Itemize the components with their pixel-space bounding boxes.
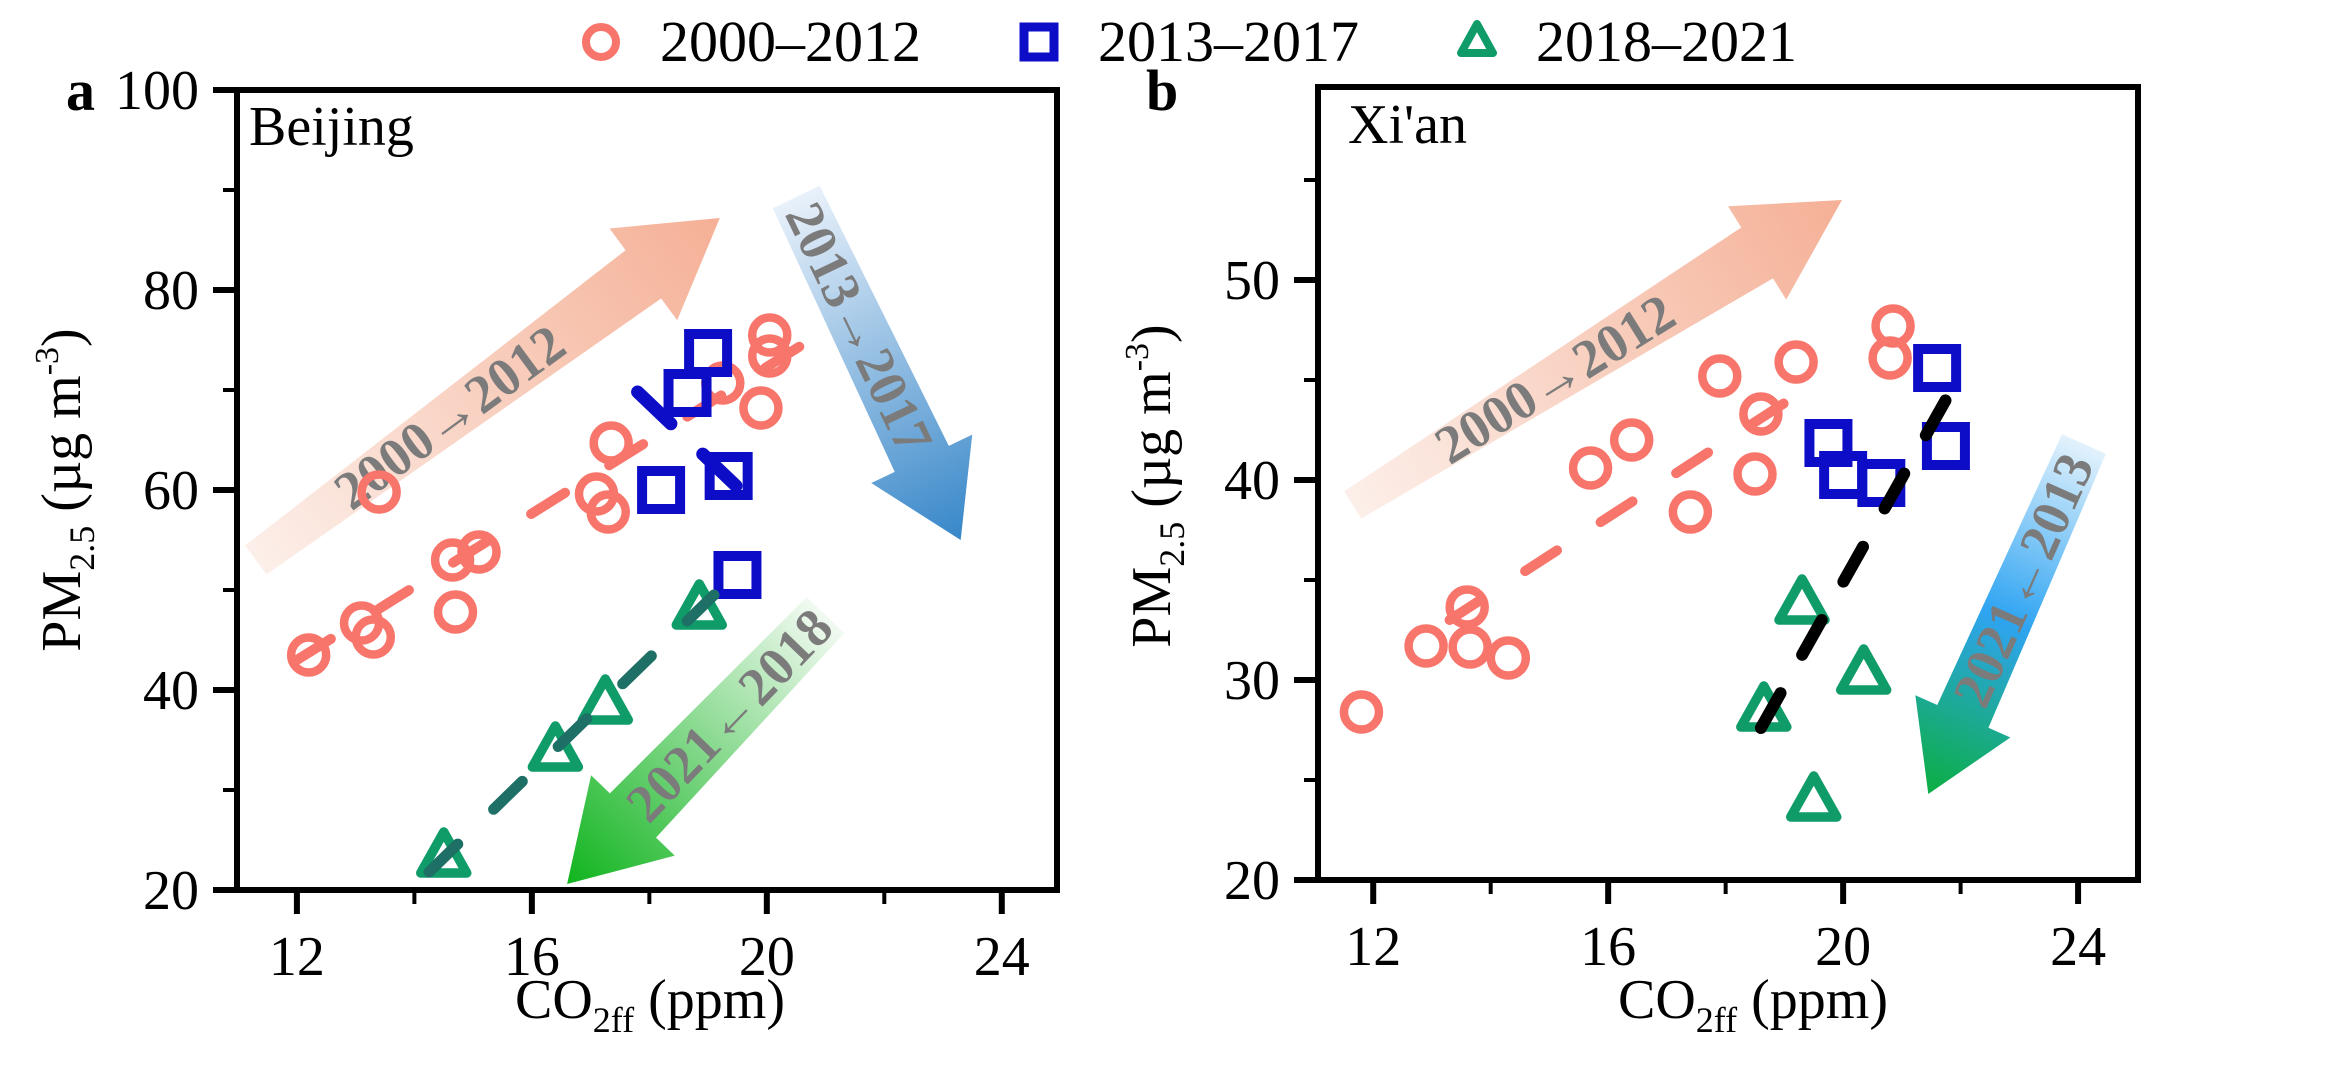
data-point-circle bbox=[1698, 354, 1742, 398]
series-triangle bbox=[1736, 574, 1892, 822]
x-tick-label: 20 bbox=[1815, 916, 1871, 978]
y-tick-label: 60 bbox=[143, 460, 199, 522]
y-tick-label: 20 bbox=[1224, 850, 1280, 912]
data-point-circle bbox=[748, 334, 792, 378]
y-tick-label: 40 bbox=[143, 660, 199, 722]
data-point-triangle bbox=[527, 721, 584, 772]
data-point-triangle bbox=[1835, 644, 1892, 695]
legend-label: 2013–2017 bbox=[1098, 9, 1359, 74]
data-point-circle bbox=[739, 386, 783, 430]
data-point-circle bbox=[1739, 392, 1783, 436]
trend-arrow-band bbox=[772, 185, 973, 541]
trend-arrow-band bbox=[1344, 200, 1842, 519]
x-tick-label: 20 bbox=[739, 926, 795, 988]
plot-box bbox=[1315, 84, 2141, 883]
arrow-period-label: 2021←2013 bbox=[1941, 445, 2106, 716]
data-point-circle bbox=[1404, 624, 1448, 668]
x-axis-label-b: CO2ff (ppm) bbox=[1618, 969, 1888, 1040]
trend-dashed-line bbox=[1444, 379, 1819, 625]
data-point-circle bbox=[1609, 418, 1654, 462]
data-point-square bbox=[704, 452, 753, 500]
data-point-square bbox=[663, 369, 712, 417]
x-tick-label: 16 bbox=[1580, 916, 1636, 978]
panel-title-xian: Xi'an bbox=[1348, 94, 1467, 156]
panel-letter-a: a bbox=[66, 58, 95, 123]
trend-arrow-band bbox=[567, 596, 845, 884]
legend-circle-icon bbox=[582, 23, 620, 61]
trend-arrow-band bbox=[1915, 434, 2106, 794]
data-point-triangle bbox=[1774, 574, 1830, 625]
data-point-circle bbox=[1868, 336, 1912, 380]
series-circle bbox=[286, 313, 792, 677]
legend-circle-marker bbox=[582, 23, 620, 61]
series-circle bbox=[1339, 304, 1915, 734]
legend-label: 2000–2012 bbox=[660, 9, 921, 74]
data-point-triangle bbox=[577, 674, 634, 725]
arrow-period-label: 2013→2017 bbox=[774, 193, 945, 462]
legend-triangle-marker bbox=[1457, 20, 1497, 57]
x-tick-label: 24 bbox=[2050, 916, 2106, 978]
x-tick-label: 12 bbox=[1345, 916, 1401, 978]
data-point-circle bbox=[1774, 340, 1818, 384]
data-point-triangle bbox=[1786, 771, 1842, 822]
x-tick-label: 16 bbox=[504, 926, 560, 988]
panel-letter-b: b bbox=[1146, 58, 1179, 123]
series-square bbox=[637, 329, 762, 599]
x-tick-label: 24 bbox=[974, 926, 1030, 988]
panel-title-beijing: Beijing bbox=[249, 96, 414, 158]
legend: 2000–2012 2013–2017 2018–2021 bbox=[578, 6, 1797, 78]
data-point-circle bbox=[589, 421, 633, 465]
series-square bbox=[1804, 344, 1970, 507]
y-tick-label: 30 bbox=[1224, 650, 1280, 712]
y-axis-label-a: PM2.5 (µg m-3) bbox=[29, 328, 102, 652]
data-point-circle bbox=[357, 470, 401, 514]
data-point-circle bbox=[1486, 636, 1531, 680]
y-tick-label: 20 bbox=[143, 860, 199, 922]
data-point-circle bbox=[430, 538, 475, 582]
data-point-circle bbox=[1568, 446, 1613, 490]
trend-dashed-line bbox=[423, 589, 720, 878]
legend-item-2000-2012: 2000–2012 bbox=[578, 13, 921, 71]
data-point-circle bbox=[748, 313, 792, 357]
data-point-square bbox=[637, 466, 686, 514]
trend-dashed-line bbox=[1754, 378, 1961, 734]
legend-triangle-icon bbox=[1457, 20, 1497, 57]
legend-square-icon bbox=[1019, 22, 1059, 62]
legend-label: 2018–2021 bbox=[1536, 9, 1797, 74]
trend-dashed-line bbox=[631, 385, 747, 497]
data-point-square bbox=[1921, 422, 1970, 470]
data-point-circle bbox=[286, 633, 331, 677]
y-tick-label: 100 bbox=[115, 60, 199, 122]
y-tick-label: 40 bbox=[1224, 450, 1280, 512]
x-tick-label: 12 bbox=[269, 926, 325, 988]
data-point-square bbox=[713, 551, 762, 599]
x-axis-label-a: CO2ff (ppm) bbox=[515, 969, 785, 1040]
data-point-circle bbox=[1339, 690, 1384, 734]
y-tick-label: 80 bbox=[143, 260, 199, 322]
data-point-circle bbox=[351, 615, 396, 659]
arrow-period-label: 2021←2018 bbox=[614, 597, 844, 833]
data-point-circle bbox=[586, 490, 630, 534]
data-point-square bbox=[1913, 344, 1962, 392]
y-tick-label: 50 bbox=[1224, 250, 1280, 312]
legend-item-2013-2017: 2013–2017 bbox=[1016, 13, 1359, 71]
data-point-circle bbox=[457, 530, 501, 574]
data-point-circle bbox=[1448, 625, 1492, 669]
data-point-circle bbox=[433, 590, 478, 634]
y-axis-label-b: PM2.5 (µg m-3) bbox=[1119, 324, 1192, 648]
legend-item-2018-2021: 2018–2021 bbox=[1454, 13, 1797, 71]
legend-square-marker bbox=[1019, 22, 1059, 62]
data-point-circle bbox=[1733, 452, 1777, 496]
data-point-circle bbox=[1445, 585, 1489, 629]
data-point-circle bbox=[1668, 490, 1713, 534]
